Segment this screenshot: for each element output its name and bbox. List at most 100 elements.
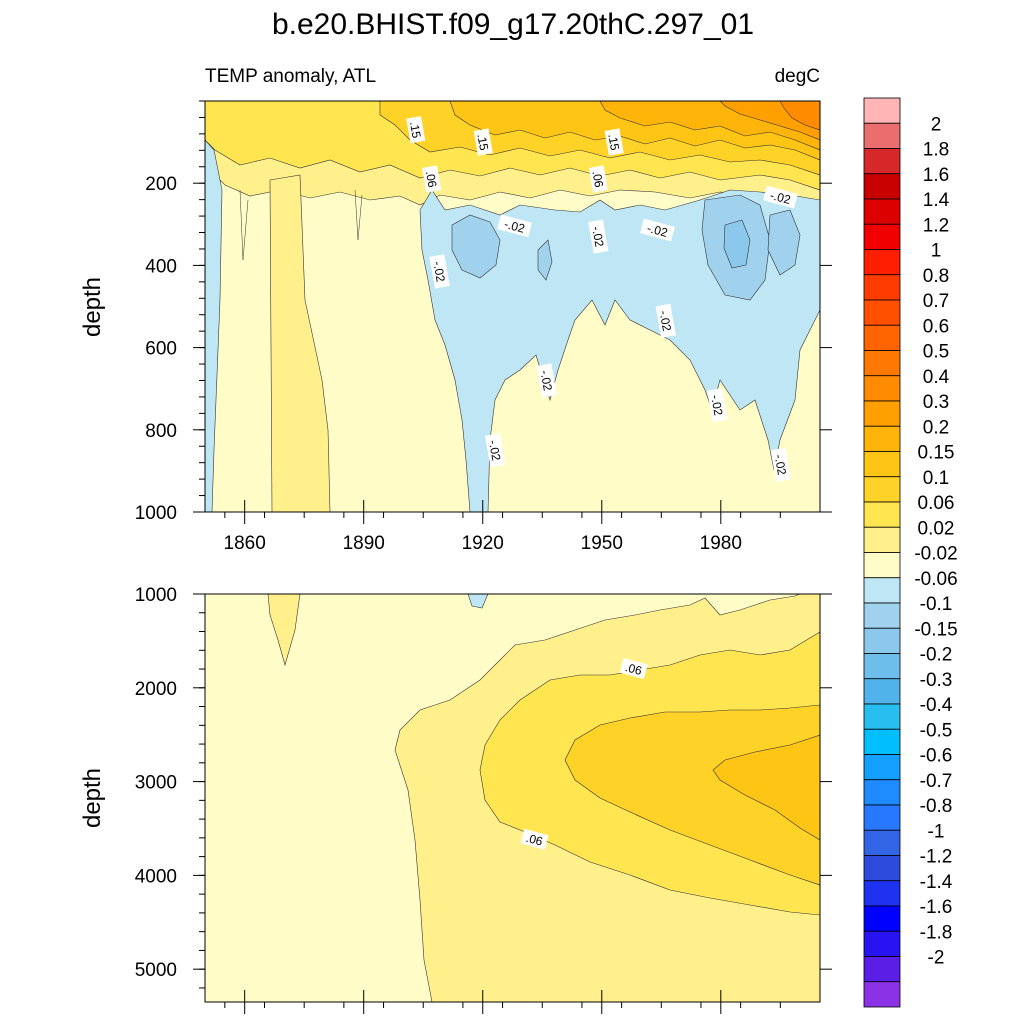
upper-cold-pool-1998 xyxy=(767,209,801,276)
colorbar-swatch xyxy=(863,400,901,427)
upper-contour-label-text: -.02 xyxy=(486,439,503,462)
upper-cold-pool-1986-core xyxy=(723,219,751,269)
upper-y-tick-label: 200 xyxy=(145,174,177,195)
upper-contour-label-bg xyxy=(640,218,675,242)
upper-y-tick-label: 600 xyxy=(145,339,177,360)
colorbar-label: 1.6 xyxy=(923,165,949,186)
colorbar-label: 0.06 xyxy=(918,493,955,514)
upper-contour-label-text: -.02 xyxy=(538,369,555,392)
colorbar-label: -1.8 xyxy=(920,922,953,943)
upper-contour-label: .15 xyxy=(604,128,624,156)
colorbar-label: -1 xyxy=(928,821,945,842)
colorbar-label: -1.6 xyxy=(920,897,953,918)
colorbar-label: -0.2 xyxy=(920,645,953,666)
colorbar-label: -0.1 xyxy=(920,594,953,615)
lower-contour-label-bg xyxy=(619,658,648,680)
upper-warm-streak-1870 xyxy=(269,174,331,512)
left-subtitle: TEMP anomaly, ATL xyxy=(205,66,376,87)
colorbar-label: -1.4 xyxy=(920,872,953,893)
lower-band-015 xyxy=(712,734,820,841)
colorbar-label: -0.7 xyxy=(920,771,953,792)
upper-contour-label-text: .15 xyxy=(605,133,622,152)
upper-cold-pool-1930 xyxy=(451,214,501,279)
colorbar-label: -0.3 xyxy=(920,670,953,691)
colorbar-swatch xyxy=(863,855,901,882)
colorbar-swatch xyxy=(863,476,901,503)
upper-contour-label-bg xyxy=(588,165,608,193)
colorbar-swatch xyxy=(863,501,901,528)
colorbar-swatch xyxy=(863,274,901,301)
lower-y-axis-label: depth xyxy=(79,768,106,828)
colorbar-swatch xyxy=(863,97,901,124)
colorbar-label: -0.4 xyxy=(920,695,953,716)
contour-labels: .15 .15 .15 .06 .06 -.02 -.02 -.02 -.02 -.02 -.02 -… xyxy=(406,116,798,850)
colorbar-swatch xyxy=(863,451,901,478)
colorbar-swatch xyxy=(863,930,901,957)
colorbar-swatch xyxy=(863,577,901,604)
colorbar-swatch xyxy=(863,627,901,654)
chart-title: b.e20.BHIST.f09_g17.20thC.297_01 xyxy=(272,8,754,41)
lower-cold-patch-1918 xyxy=(467,594,489,609)
upper-contour-label-text: .06 xyxy=(423,170,440,189)
upper-contour-label: -.02 xyxy=(536,363,557,398)
upper-y-axis-label: depth xyxy=(79,277,106,337)
lower-plot-frame xyxy=(204,593,821,1003)
upper-contour-label-text: .15 xyxy=(474,133,491,152)
upper-contour-label-text: -.02 xyxy=(503,217,527,236)
upper-warm-core-040 xyxy=(779,101,820,131)
upper-contour-label: -.02 xyxy=(707,387,728,423)
colorbar-label: -0.15 xyxy=(914,619,957,640)
colorbar-swatch xyxy=(863,880,901,907)
colorbar-label: 0.5 xyxy=(923,342,949,363)
upper-contour-label: .06 xyxy=(588,165,608,193)
upper-contour-label-bg xyxy=(536,363,557,398)
upper-contour-label: -.02 xyxy=(640,218,675,242)
colorbar-swatch xyxy=(863,653,901,680)
colorbar-swatch xyxy=(863,249,901,276)
lower-contour-label-bg xyxy=(520,828,549,850)
upper-contour-label: .15 xyxy=(406,116,426,144)
lower-y-tick-label: 2000 xyxy=(135,679,177,700)
colorbar-swatch xyxy=(863,173,901,200)
colorbar-swatch xyxy=(863,122,901,149)
upper-contour-label-text: -.02 xyxy=(772,453,789,476)
upper-contour-label: -.02 xyxy=(763,185,798,209)
upper-contour-label: -.02 xyxy=(655,303,676,338)
colorbar-label: 0.1 xyxy=(923,468,949,489)
colorbar-label: 0.3 xyxy=(923,392,949,413)
upper-contour-label: .15 xyxy=(473,128,493,156)
lower-y-tick-label: 1000 xyxy=(135,585,177,606)
upper-y-axis: 200 400 600 800 1000 xyxy=(135,100,832,524)
upper-contour-label-bg xyxy=(588,219,609,254)
upper-contour-label-text: -.02 xyxy=(708,394,725,417)
colorbar-label: 0.2 xyxy=(923,417,949,438)
colorbar-label: 1 xyxy=(931,241,942,262)
colorbar-label: -0.5 xyxy=(920,720,953,741)
lower-x-axis xyxy=(224,990,781,1014)
upper-plot-frame xyxy=(204,100,821,513)
upper-contour-label: -.02 xyxy=(497,214,533,238)
colorbar-swatch xyxy=(863,526,901,553)
lower-contour-label: .06 xyxy=(619,658,648,680)
upper-contour-label: -.02 xyxy=(770,447,791,482)
lower-band-010 xyxy=(564,704,820,886)
colorbar-label: -0.8 xyxy=(920,796,953,817)
upper-contour-label-bg xyxy=(497,214,533,238)
colorbar-label: -1.2 xyxy=(920,847,953,868)
lower-warm-patch-1870 xyxy=(267,594,301,667)
upper-x-tick-label: 1890 xyxy=(343,533,385,554)
colorbar: 2 1.8 1.6 1.4 1.2 1 0.8 0.7 0.6 0.5 0.4 0.3 0.2 0.15 0… xyxy=(863,97,958,1008)
colorbar-swatch xyxy=(863,703,901,730)
colorbar-label: 0.15 xyxy=(918,443,955,464)
colorbar-swatch xyxy=(863,198,901,225)
colorbar-swatch xyxy=(863,602,901,629)
upper-y-tick-label: 1000 xyxy=(135,503,177,524)
colorbar-label: -0.6 xyxy=(920,746,953,767)
colorbar-label: 2 xyxy=(931,114,942,135)
lower-y-axis: 1000 2000 3000 4000 5000 xyxy=(135,585,832,989)
colorbar-label: 0.7 xyxy=(923,291,949,312)
colorbar-label: -0.06 xyxy=(914,569,957,590)
colorbar-swatch xyxy=(863,148,901,175)
upper-cold-column-1850s xyxy=(205,139,223,512)
